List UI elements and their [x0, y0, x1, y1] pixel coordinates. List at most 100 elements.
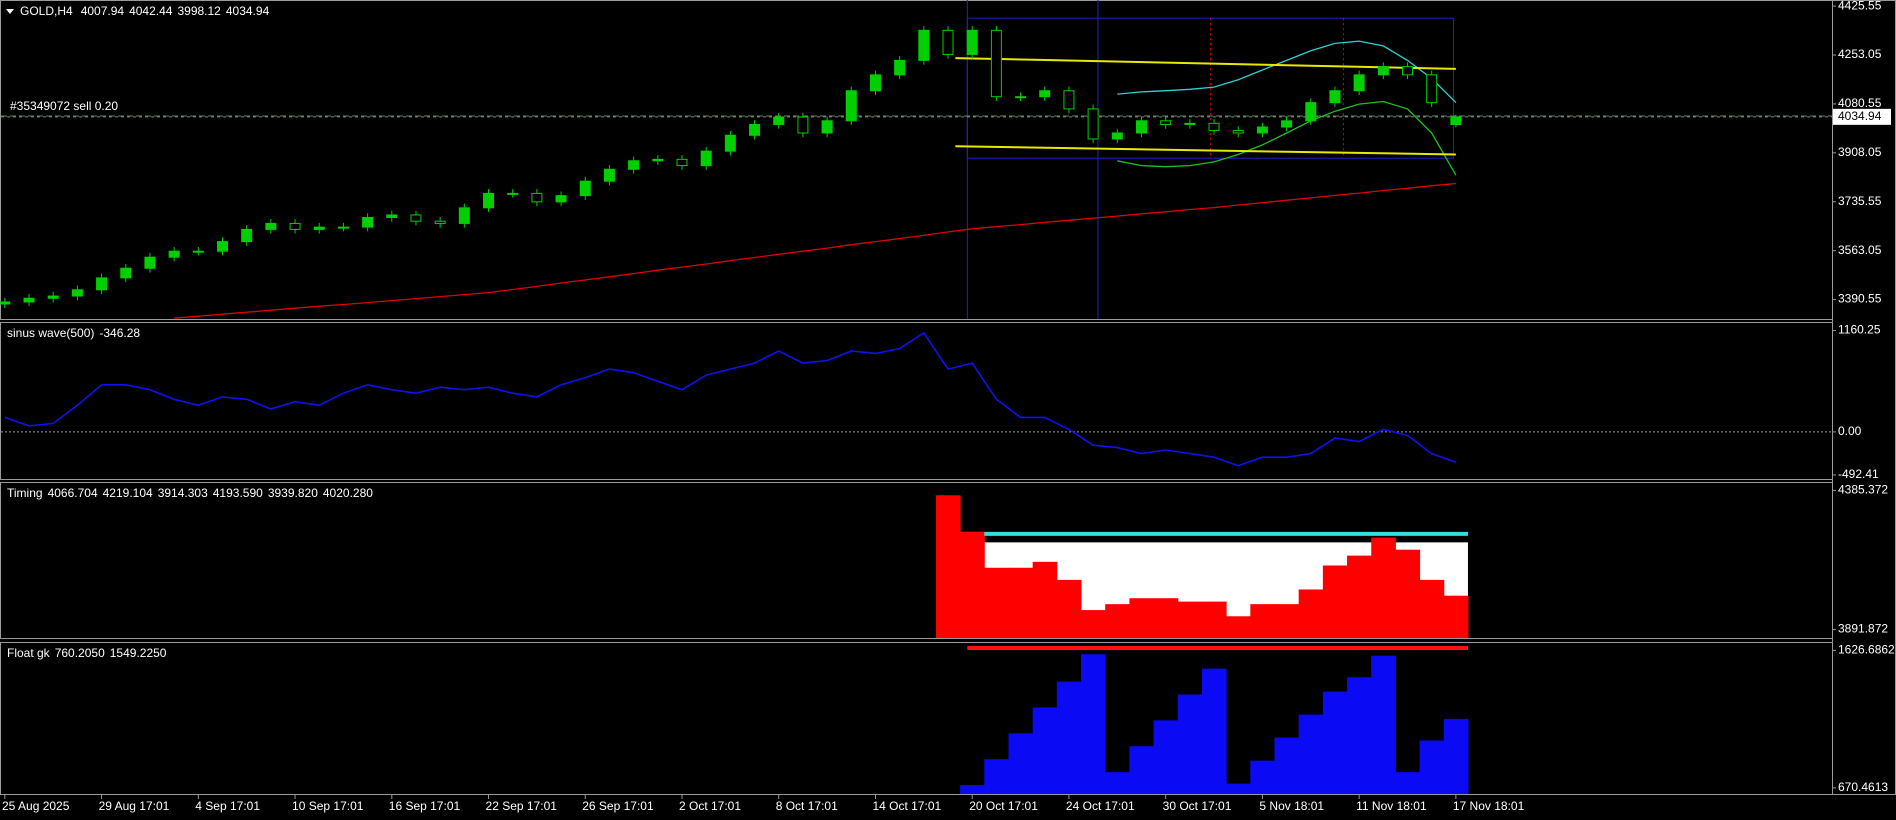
- x-tick-label: 17 Nov 18:01: [1453, 799, 1525, 813]
- candle-body: [652, 158, 664, 162]
- candle-body: [483, 192, 495, 209]
- histogram-bar: [1226, 783, 1251, 794]
- candle-body: [507, 192, 519, 195]
- current-price: 4034.94: [1838, 109, 1882, 123]
- candle-body: [724, 134, 736, 152]
- ohlc-low: 3998.12: [177, 4, 221, 18]
- candle-body: [555, 195, 567, 203]
- band-line: [1117, 100, 1457, 176]
- indicator-reading: 4066.704: [48, 486, 98, 500]
- candle-body: [1450, 116, 1462, 125]
- candle-body: [966, 29, 978, 55]
- candle-body: [797, 116, 809, 134]
- y-tick-label: 4253.05: [1838, 47, 1882, 61]
- candle-body: [1329, 90, 1341, 104]
- ohlc-open: 4007.94: [81, 4, 125, 18]
- candle-body: [192, 250, 204, 253]
- histogram-bar: [1177, 601, 1203, 638]
- candle-body: [845, 90, 857, 122]
- histogram-bar: [1032, 561, 1058, 638]
- trend-line: [955, 57, 1456, 70]
- indicator-title: Timing: [7, 486, 43, 500]
- candle-body: [1377, 66, 1389, 76]
- menu-arrow[interactable]: [6, 9, 14, 14]
- candle-body: [700, 150, 712, 167]
- histogram-bar: [1395, 549, 1421, 638]
- candle-body: [1015, 96, 1027, 99]
- histogram-bar: [960, 531, 985, 638]
- candle-body: [458, 207, 470, 224]
- indicator-line: [4, 331, 1457, 467]
- x-tick-label: 26 Sep 17:01: [582, 799, 654, 813]
- symbol-header: GOLD,H4 4007.94 4042.44 3998.12 4034.94: [20, 4, 270, 18]
- indicator-reading: 1549.2250: [110, 646, 167, 660]
- histogram-bar: [984, 567, 1009, 638]
- candle-body: [1256, 126, 1268, 134]
- histogram-bar: [1419, 579, 1445, 638]
- x-tick-label: 11 Nov 18:01: [1356, 799, 1427, 813]
- x-tick-label: 20 Oct 17:01: [969, 799, 1038, 813]
- histogram-bar: [1274, 737, 1300, 794]
- x-tick-label: 30 Oct 17:01: [1163, 799, 1232, 813]
- y-tick-label: 3390.55: [1838, 292, 1882, 306]
- histogram-bar: [1298, 589, 1324, 638]
- indicator-reading: 4193.590: [213, 486, 263, 500]
- histogram-bar: [1419, 740, 1445, 794]
- histogram-bar: [1443, 718, 1469, 794]
- indicator-header: Float gk 760.2050 1549.2250: [7, 646, 167, 660]
- symbol: GOLD,H4: [20, 4, 73, 18]
- candle-body: [47, 295, 59, 299]
- candle-body: [749, 123, 761, 136]
- candle-body: [23, 297, 35, 303]
- histogram-bar: [1322, 565, 1348, 638]
- candle-body: [628, 160, 640, 170]
- ohlc-close: 4034.94: [226, 4, 270, 18]
- x-tick-label: 22 Sep 17:01: [486, 799, 558, 813]
- indicator-header: Timing 4066.704 4219.104 3914.303 4193.590 39…: [7, 486, 373, 500]
- y-tick-label: 4385.372: [1838, 483, 1888, 497]
- candle-body: [120, 267, 132, 279]
- candle-body: [1402, 66, 1414, 76]
- candle-body: [1353, 74, 1365, 92]
- y-tick-label: 3735.55: [1838, 194, 1882, 208]
- candle-body: [362, 216, 374, 228]
- order-label: #35349072 sell 0.20: [10, 99, 118, 113]
- histogram-bar: [1153, 720, 1179, 794]
- candle-body: [531, 192, 543, 203]
- x-tick-label: 10 Sep 17:01: [292, 799, 364, 813]
- y-tick-label: 3908.05: [1838, 145, 1882, 159]
- candle-body: [1135, 120, 1147, 134]
- indicator-reading: 4219.104: [103, 486, 153, 500]
- histogram-bar: [1443, 595, 1469, 638]
- indicator-header: sinus wave(500) -346.28: [7, 326, 140, 340]
- indicator-reading: 760.2050: [55, 646, 105, 660]
- histogram-bar: [1056, 681, 1082, 794]
- histogram-bar: [1008, 567, 1034, 638]
- candle-body: [821, 120, 833, 134]
- x-tick-label: 2 Oct 17:01: [679, 799, 741, 813]
- candle-body: [168, 250, 180, 258]
- trend-line: [955, 145, 1456, 156]
- candle-body: [894, 59, 906, 76]
- candle-body: [386, 214, 398, 218]
- x-tick-label: 4 Sep 17:01: [195, 799, 260, 813]
- candle-body: [1111, 132, 1123, 140]
- x-tick-label: 25 Aug 2025: [2, 799, 70, 813]
- histogram-bar: [1250, 604, 1275, 638]
- histogram-bar: [984, 759, 1009, 794]
- histogram-bar: [1226, 616, 1251, 638]
- candle-body: [603, 168, 615, 182]
- candle-body: [216, 241, 228, 252]
- price-box: [1833, 108, 1891, 125]
- histogram-bar: [1250, 760, 1275, 794]
- histogram-bar: [1129, 598, 1155, 638]
- histogram-bar: [1056, 579, 1082, 638]
- y-tick-label: 1626.6862: [1838, 643, 1895, 657]
- histogram-bar: [1347, 555, 1372, 638]
- histogram-bar: [1105, 772, 1130, 794]
- candle-body: [942, 29, 954, 55]
- histogram-bar: [1081, 610, 1106, 638]
- candle-body: [144, 256, 156, 269]
- candle-body: [337, 226, 349, 229]
